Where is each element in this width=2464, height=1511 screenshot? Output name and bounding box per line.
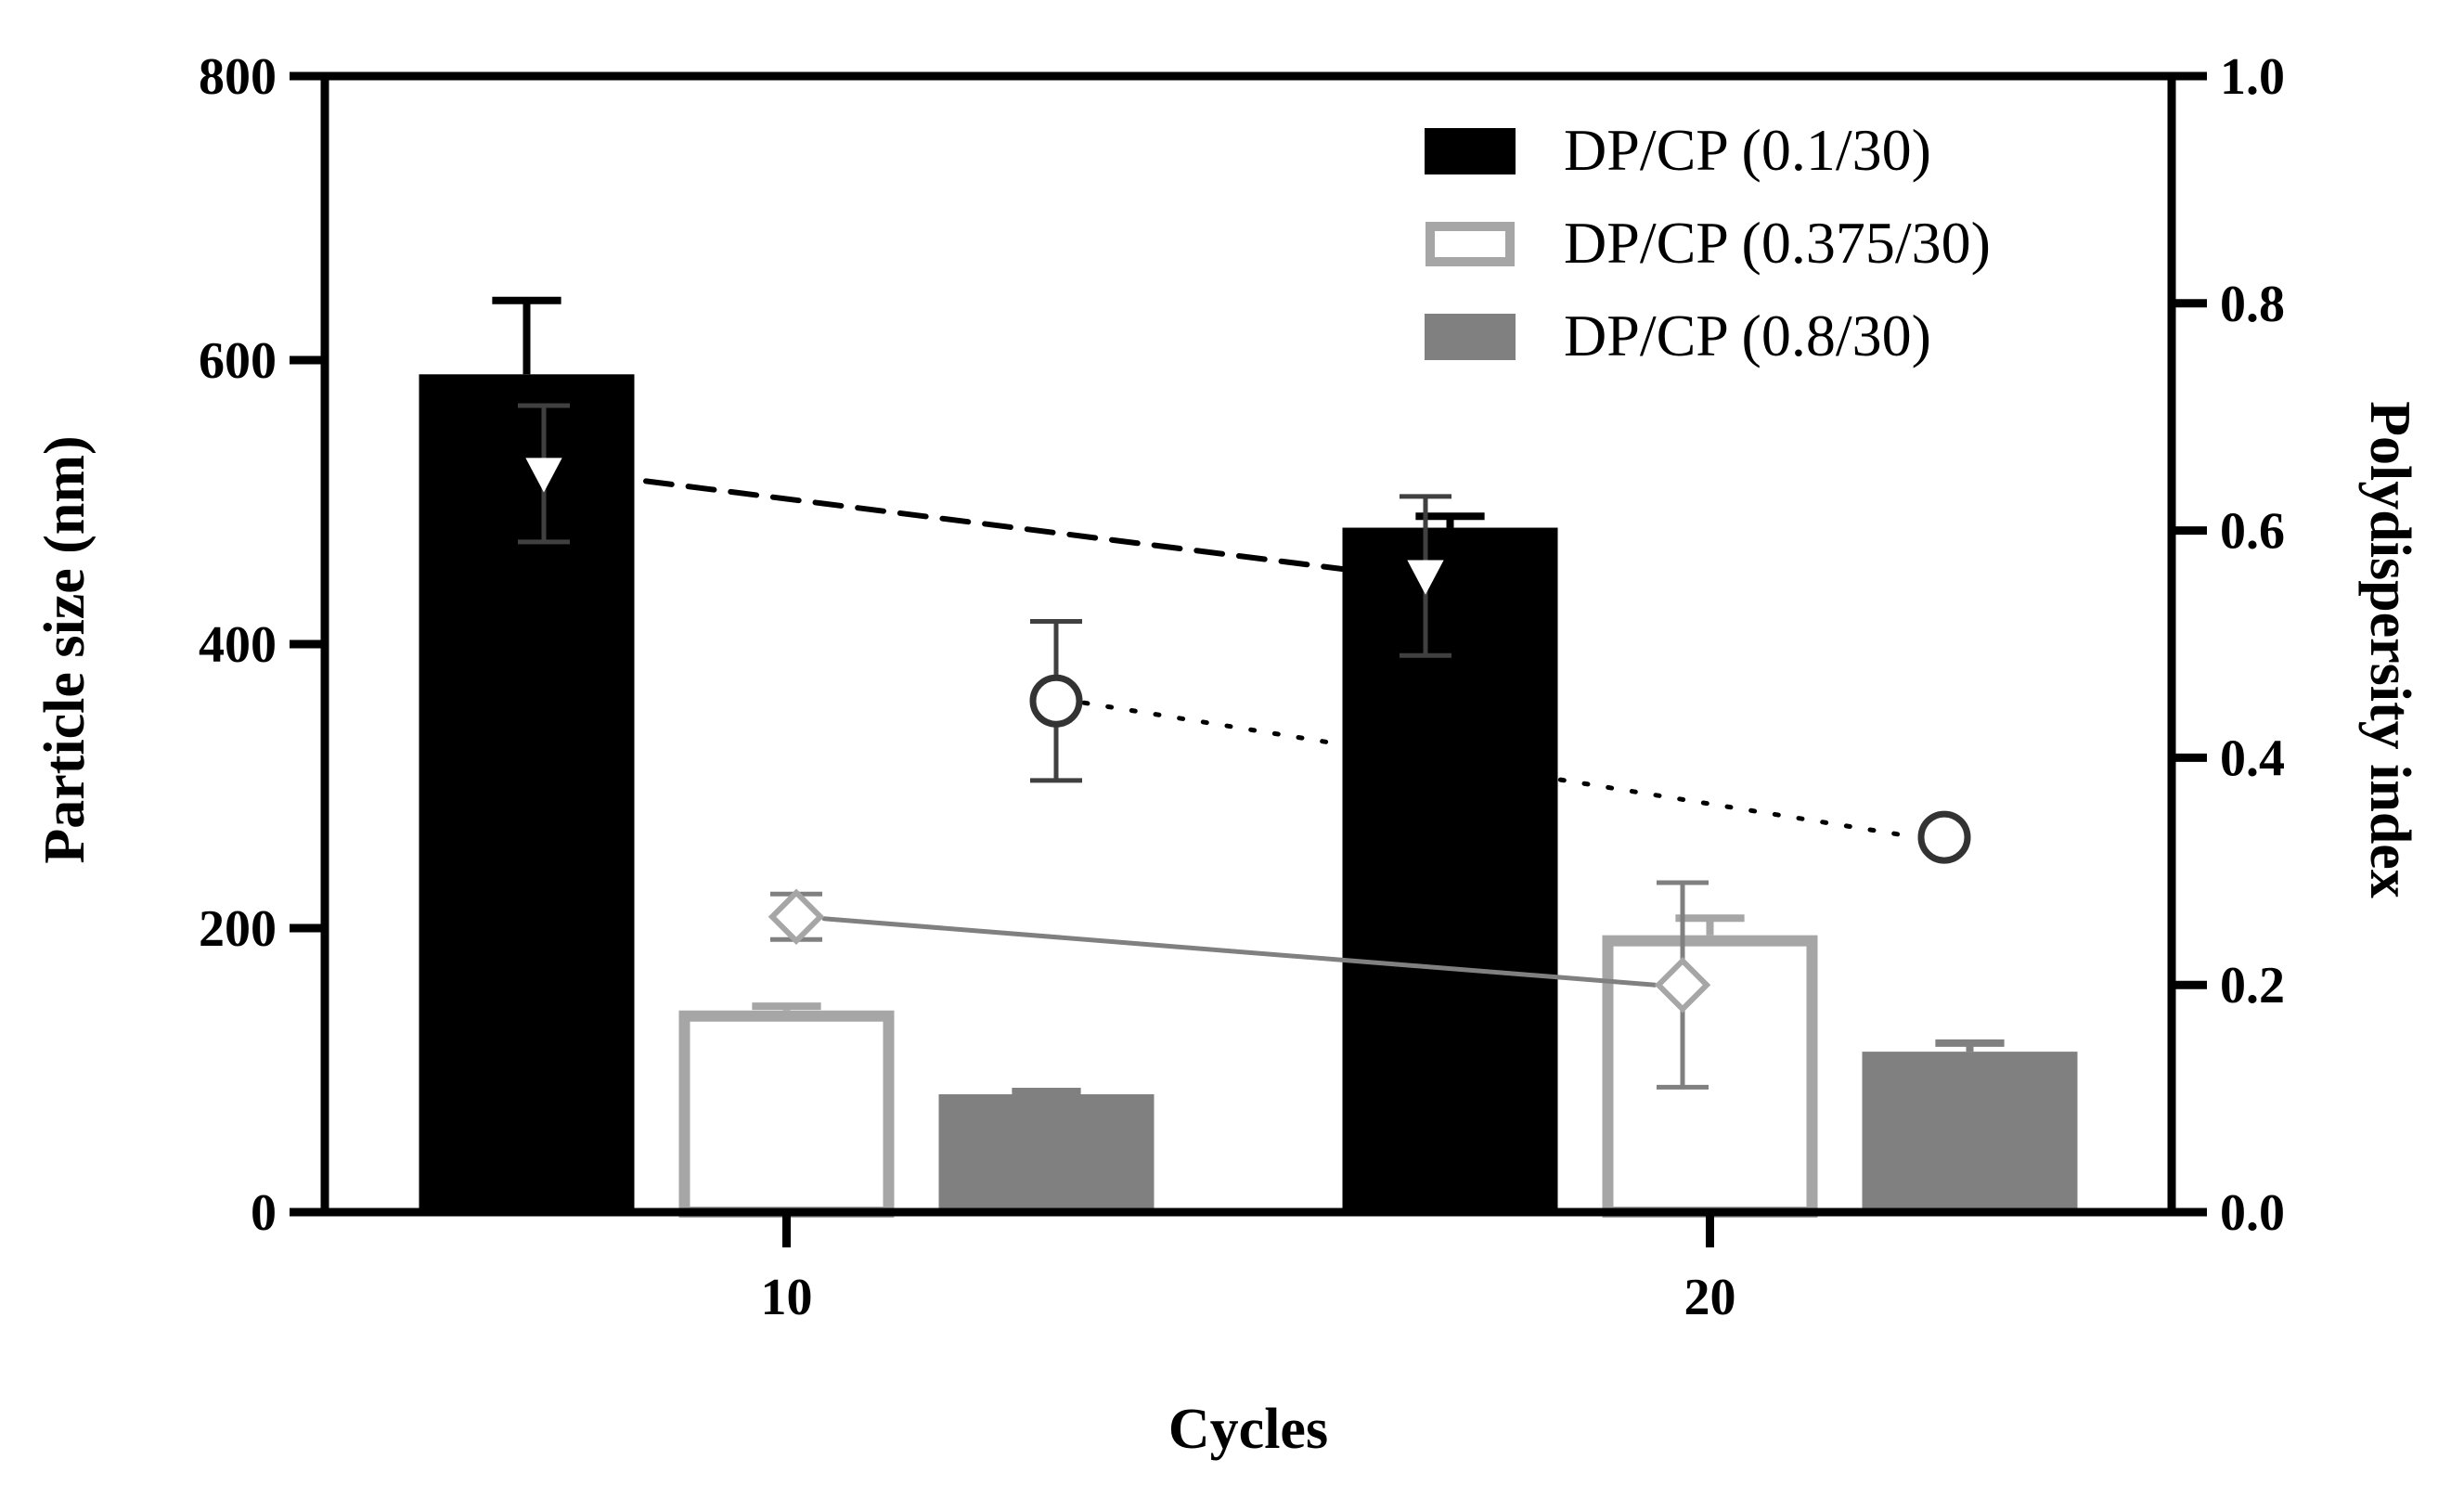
legend-label: DP/CP (0.375/30) — [1564, 210, 1991, 276]
pdi-line — [643, 478, 1400, 579]
ticks-layer: 0 200 400 600 800 0.0 0.2 0.4 0.6 0.8 1.0 10 20 — [199, 48, 2285, 1326]
bar — [678, 1010, 895, 1218]
pdi-point — [768, 888, 825, 946]
pdi-point — [1654, 956, 1711, 1014]
y-tick-label: 600 — [199, 332, 277, 390]
y-tick-label: 400 — [199, 616, 277, 674]
legend-swatch — [1425, 128, 1516, 174]
pdi-point — [525, 458, 562, 493]
y2-tick-label: 0.6 — [2220, 503, 2285, 561]
bars-layer — [419, 296, 2078, 1219]
legend-swatch — [1426, 222, 1515, 266]
pdi-layer — [518, 403, 1971, 1090]
pdi-point — [1407, 560, 1444, 595]
axes-layer — [320, 71, 2176, 1217]
bar — [1342, 527, 1558, 1212]
pdi-line — [1081, 700, 1919, 840]
bar — [419, 374, 635, 1212]
pdi-point — [1029, 674, 1083, 728]
y2-axis-title: Polydispersity index — [2358, 401, 2421, 898]
legend: DP/CP (0.1/30) DP/CP (0.375/30) DP/CP (0.8… — [1425, 117, 1991, 368]
x-tick-label: 20 — [1684, 1269, 1736, 1326]
bar — [938, 1094, 1155, 1212]
y2-tick-label: 0.8 — [2220, 276, 2285, 333]
legend-label: DP/CP (0.8/30) — [1564, 303, 1931, 368]
y-tick-label: 800 — [199, 48, 277, 106]
y2-tick-label: 0.2 — [2220, 957, 2285, 1014]
y-tick-label: 200 — [199, 900, 277, 958]
legend-label: DP/CP (0.1/30) — [1564, 117, 1931, 183]
pdi-line — [821, 916, 1658, 988]
x-axis-title: Cycles — [1168, 1398, 1328, 1461]
x-tick-label: 10 — [761, 1269, 813, 1326]
y2-tick-label: 0.4 — [2220, 730, 2285, 787]
y-axis-title: Particle size (nm) — [33, 435, 97, 863]
legend-swatch — [1425, 314, 1516, 360]
y2-tick-label: 0.0 — [2220, 1184, 2285, 1242]
y-tick-label: 0 — [251, 1184, 277, 1242]
pdi-point — [1917, 810, 1971, 864]
y2-tick-label: 1.0 — [2220, 48, 2285, 106]
bar — [1862, 1052, 2078, 1212]
